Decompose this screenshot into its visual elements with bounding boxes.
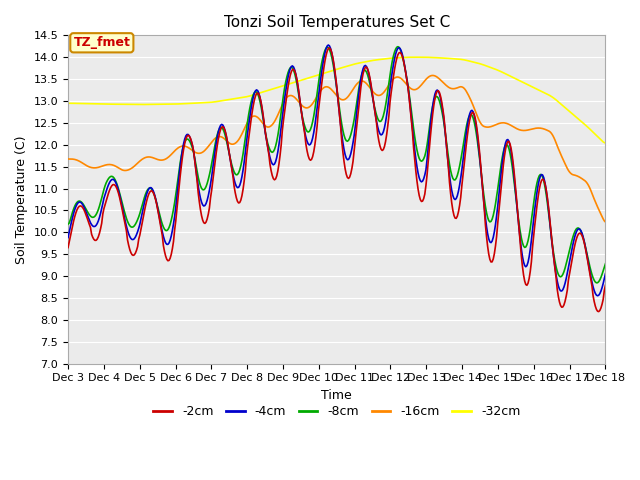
Title: Tonzi Soil Temperatures Set C: Tonzi Soil Temperatures Set C xyxy=(223,15,450,30)
Text: TZ_fmet: TZ_fmet xyxy=(74,36,131,49)
X-axis label: Time: Time xyxy=(321,389,352,402)
Legend: -2cm, -4cm, -8cm, -16cm, -32cm: -2cm, -4cm, -8cm, -16cm, -32cm xyxy=(148,400,525,423)
Y-axis label: Soil Temperature (C): Soil Temperature (C) xyxy=(15,135,28,264)
